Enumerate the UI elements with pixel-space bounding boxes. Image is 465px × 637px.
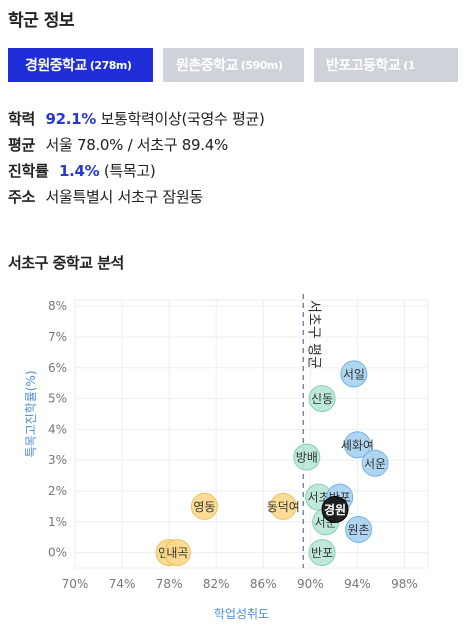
x-axis-title: 학업성취도	[214, 607, 269, 621]
y-tick-label: 1%	[48, 515, 67, 529]
academic-label: 학력	[8, 110, 36, 128]
data-point-marker	[343, 431, 371, 459]
data-point: 동덕여	[267, 492, 300, 520]
academic-desc: 보통학력이상(국영수 평균)	[100, 110, 265, 128]
school-info: 학력 92.1% 보통학력이상(국영수 평균) 평균 서울 78.0% / 서초…	[8, 106, 265, 210]
data-point: 영동	[190, 492, 218, 520]
x-tick-label: 74%	[109, 577, 136, 591]
data-point-marker	[163, 539, 191, 567]
data-point: 신동	[308, 385, 336, 413]
data-point-marker	[308, 385, 336, 413]
x-tick-label: 98%	[391, 577, 418, 591]
y-tick-label: 4%	[48, 422, 67, 436]
x-tick-label: 82%	[203, 577, 230, 591]
data-point-label: 서운	[364, 457, 386, 471]
school-tabs: 경원중학교 (278m) 원촌중학교 (590m) 반포고등학교 (1	[8, 48, 458, 82]
data-point-label: 방배	[296, 451, 318, 465]
section-title: 서초구 중학교 분석	[8, 254, 124, 272]
x-tick-label: 90%	[297, 577, 324, 591]
data-point-marker	[340, 360, 368, 388]
average-text: 서울 78.0% / 서초구 89.4%	[45, 136, 228, 154]
average-row: 평균 서울 78.0% / 서초구 89.4%	[8, 132, 265, 158]
data-point-label: 내곡	[166, 546, 188, 560]
tab-school-2[interactable]: 원촌중학교 (590m)	[163, 48, 304, 82]
average-reference-label: 서초구 평균	[305, 300, 321, 369]
scatter-chart: 0% 1% 2% 3% 4% 5% 6% 7% 8% 70% 74% 78% 82% 86% 90% 94% 9…	[24, 294, 429, 621]
data-point: 경원	[321, 495, 349, 523]
data-point-marker	[345, 515, 373, 543]
data-point-marker	[321, 495, 349, 523]
data-point-label: 동덕여	[267, 500, 300, 514]
advance-label: 진학률	[8, 162, 49, 180]
data-point-label: 영동	[193, 500, 215, 514]
data-point-label: 경원	[324, 503, 346, 517]
data-point-label: 반포	[311, 546, 333, 560]
data-point: 원촌	[345, 515, 373, 543]
x-tick-label: 70%	[62, 577, 89, 591]
plot-area	[74, 299, 429, 569]
data-point: 서일	[340, 360, 368, 388]
y-tick-label: 3%	[48, 453, 67, 467]
page-title: 학군 정보	[8, 11, 74, 31]
data-point-label: 서초	[308, 491, 330, 505]
advance-row: 진학률 1.4% (특목고)	[8, 158, 265, 184]
data-point: 내곡	[163, 539, 191, 567]
y-tick-label: 7%	[48, 330, 67, 344]
data-point-label: 신동	[311, 392, 333, 406]
tab-school-1[interactable]: 경원중학교 (278m)	[8, 48, 153, 82]
data-point-label: 원촌	[348, 523, 370, 537]
y-tick-label: 5%	[48, 392, 67, 406]
academic-value: 92.1%	[45, 110, 97, 128]
data-point: 방배	[293, 443, 321, 471]
y-tick-label: 6%	[48, 361, 67, 375]
tab-school-2-name: 원촌중학교	[176, 58, 238, 74]
y-tick-label: 0%	[48, 546, 67, 560]
tab-school-1-name: 경원중학교	[25, 58, 87, 74]
address-label: 주소	[8, 188, 36, 206]
tab-school-2-distance: (590m)	[240, 58, 283, 72]
advance-desc: (특목고)	[103, 162, 156, 180]
x-tick-label: 86%	[250, 577, 277, 591]
address-row: 주소 서울특별시 서초구 잠원동	[8, 184, 265, 210]
data-point-marker	[269, 492, 297, 520]
data-point-label: 세화여	[341, 438, 374, 452]
data-point-marker	[293, 443, 321, 471]
tab-school-1-distance: (278m)	[89, 58, 132, 72]
data-point: 세화여	[341, 431, 374, 459]
y-tick-label: 2%	[48, 484, 67, 498]
academic-row: 학력 92.1% 보통학력이상(국영수 평균)	[8, 106, 265, 132]
tab-school-3-name: 반포고등학교	[326, 58, 401, 74]
x-tick-label: 78%	[156, 577, 183, 591]
data-point-label: 서일	[343, 367, 365, 381]
tab-school-3-distance: (1	[403, 58, 415, 72]
data-point: 서운	[361, 449, 389, 477]
data-point: 반포	[308, 539, 336, 567]
advance-value: 1.4%	[58, 162, 100, 180]
data-point-marker	[361, 449, 389, 477]
y-axis-title: 특목고진학률(%)	[24, 370, 38, 457]
data-point-marker	[190, 492, 218, 520]
data-point-marker	[308, 539, 336, 567]
address-text: 서울특별시 서초구 잠원동	[45, 188, 203, 206]
y-tick-label: 8%	[48, 299, 67, 313]
average-label: 평균	[8, 136, 36, 154]
x-tick-label: 94%	[344, 577, 371, 591]
tab-school-3[interactable]: 반포고등학교 (1	[314, 48, 458, 82]
